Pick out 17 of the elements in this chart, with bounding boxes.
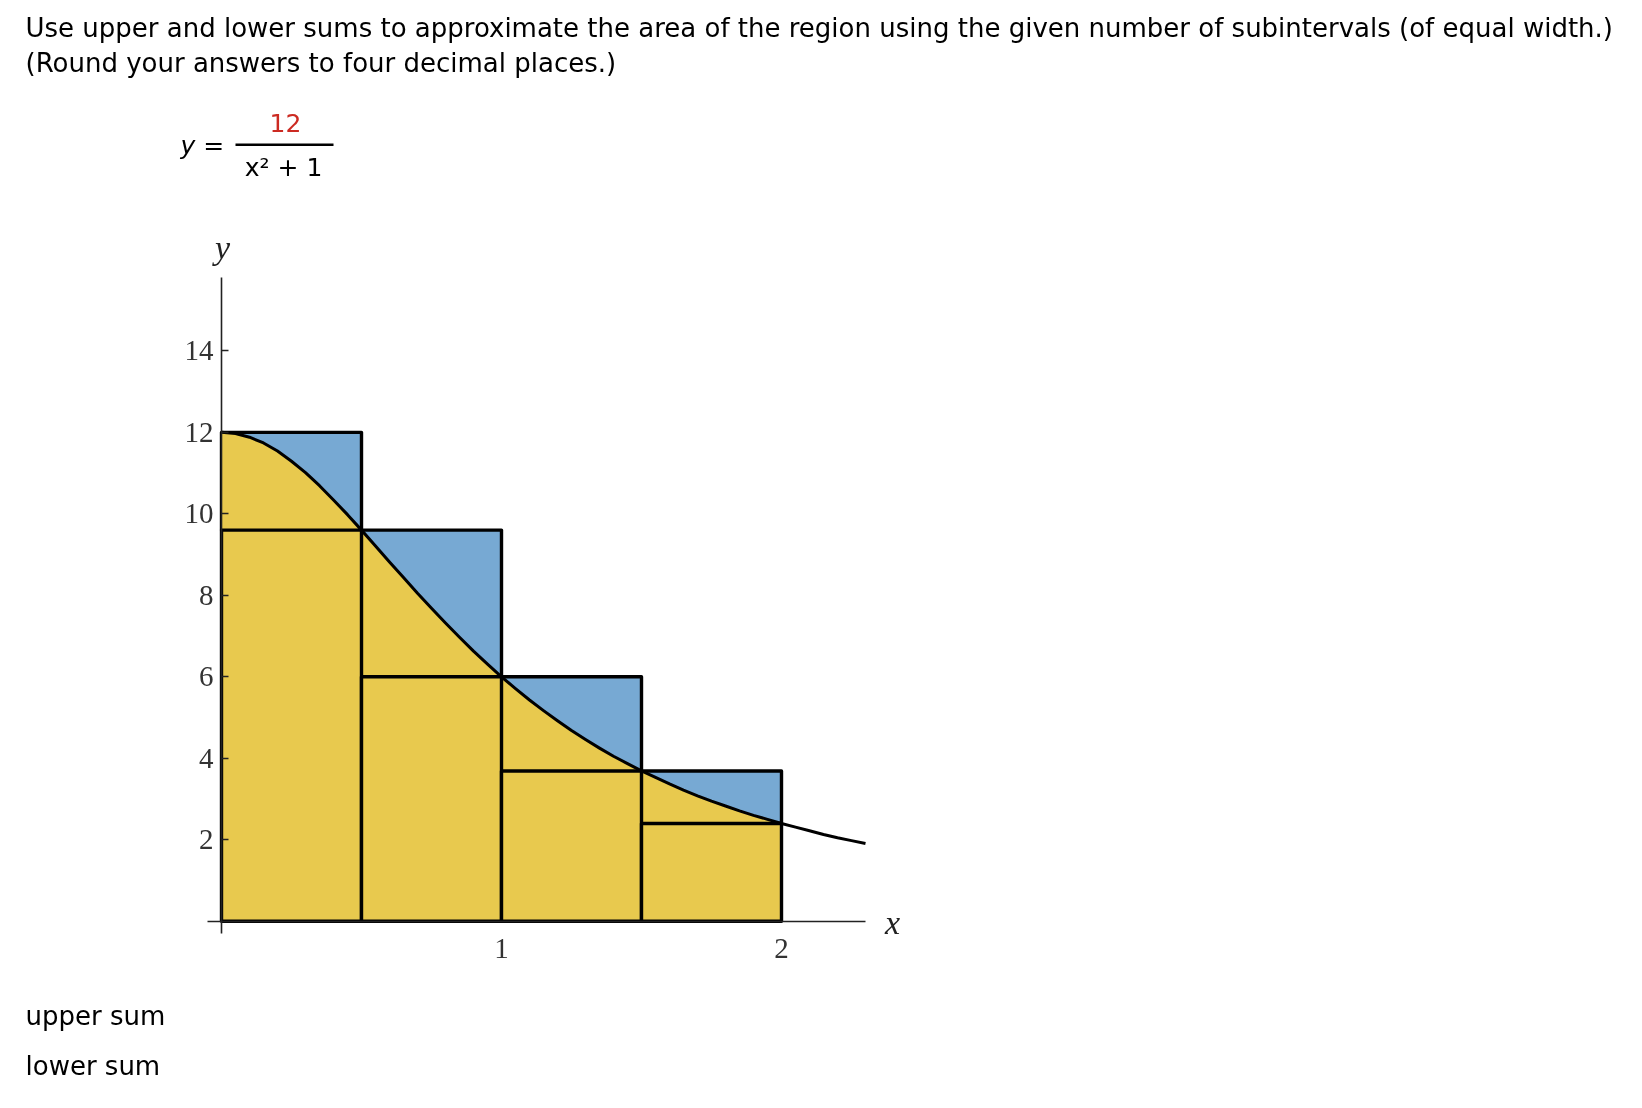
y-tick-label: 2 [199, 823, 214, 856]
x-axis-title: x [883, 904, 901, 941]
y-tick-label: 14 [184, 334, 214, 367]
text: lower sum [25, 1050, 161, 1081]
y-tick-label: 12 [184, 415, 214, 448]
y-tick-label: 10 [184, 497, 214, 530]
y-axis-title: y [211, 229, 231, 266]
text: 12 [269, 108, 302, 138]
text: upper sum [25, 1000, 166, 1031]
y-tick-label: 8 [199, 578, 214, 611]
chart-subtitle: (Round your answers to four decimal places.) [25, 47, 617, 78]
chart-title: Use upper and lower sums to approximate the area of the region using the given number of subintervals (of equal width.) [25, 12, 1613, 43]
y-tick-label: 4 [199, 741, 214, 774]
text: y = [179, 131, 225, 160]
text: x² + 1 [244, 153, 323, 182]
x-tick-label: 1 [494, 932, 509, 965]
y-tick-label: 6 [199, 660, 214, 693]
